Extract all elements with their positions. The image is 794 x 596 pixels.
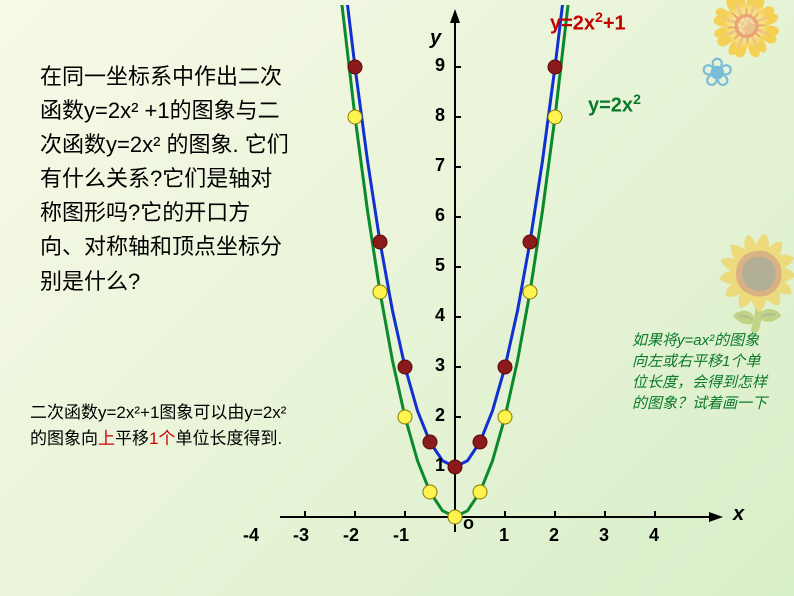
sub-red-1: 上 bbox=[98, 429, 115, 448]
answer-text: 二次函数y=2x²+1图象可以由y=2x² 的图象向上平移1个单位长度得到. bbox=[30, 400, 290, 451]
x-tick-label: -1 bbox=[393, 525, 409, 546]
x-tick-label: 3 bbox=[599, 525, 609, 546]
func-label-green: y=2x2 bbox=[588, 91, 641, 118]
y-tick-label: 3 bbox=[435, 355, 445, 376]
chart-svg bbox=[280, 5, 770, 565]
parabola-chart: y x o -4-3-2-11234123456789 y=2x2+1 y=2x… bbox=[280, 5, 770, 565]
sub-mid: 平移 bbox=[115, 429, 149, 448]
y-tick-label: 4 bbox=[435, 305, 445, 326]
y-tick-label: 5 bbox=[435, 255, 445, 276]
y-axis-label: y bbox=[430, 27, 441, 50]
sub-suffix: 单位长度得到. bbox=[175, 429, 282, 448]
x-tick-label: -3 bbox=[293, 525, 309, 546]
question-text: 在同一坐标系中作出二次函数y=2x² +1的图象与二次函数y=2x² 的图象. … bbox=[40, 60, 290, 299]
x-tick-label: 2 bbox=[549, 525, 559, 546]
x-tick-label: -4 bbox=[243, 525, 259, 546]
y-tick-label: 8 bbox=[435, 105, 445, 126]
y-tick-label: 1 bbox=[435, 455, 445, 476]
x-axis-label: x bbox=[733, 503, 744, 526]
y-tick-label: 6 bbox=[435, 205, 445, 226]
origin-label: o bbox=[463, 513, 474, 534]
y-tick-label: 9 bbox=[435, 55, 445, 76]
func-label-blue: y=2x2+1 bbox=[550, 9, 626, 36]
y-tick-label: 2 bbox=[435, 405, 445, 426]
y-tick-label: 7 bbox=[435, 155, 445, 176]
sub-red-2: 1个 bbox=[149, 429, 175, 448]
x-tick-label: 4 bbox=[649, 525, 659, 546]
x-tick-label: 1 bbox=[499, 525, 509, 546]
x-tick-label: -2 bbox=[343, 525, 359, 546]
